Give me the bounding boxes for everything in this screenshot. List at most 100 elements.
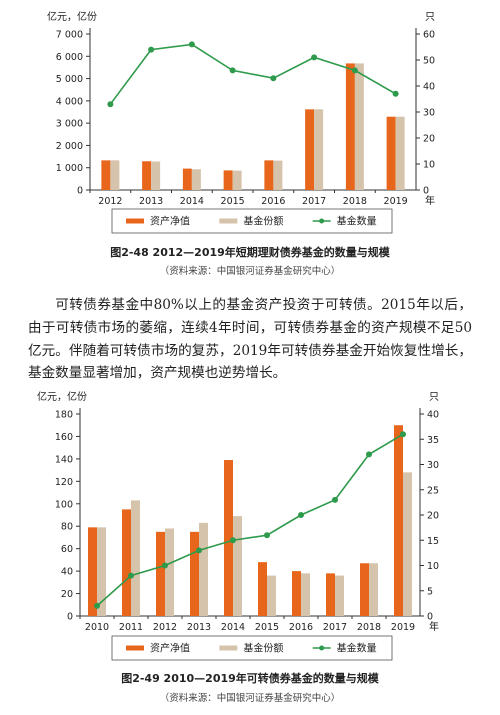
chart-1-x-tick-label: 2016 bbox=[261, 196, 285, 207]
chart-1-point-fund-count bbox=[229, 67, 236, 74]
chart-1-point-fund-count bbox=[107, 101, 114, 108]
chart-1-x-tick-label: 2019 bbox=[384, 196, 408, 207]
chart-2-left-tick-label: 140 bbox=[55, 454, 73, 465]
chart-1-right-tick-label: 0 bbox=[423, 186, 429, 197]
chart-2-point-fund-count bbox=[400, 431, 406, 438]
chart-2-legend-label: 基金数量 bbox=[337, 642, 377, 655]
chart-1-right-tick-label: 50 bbox=[423, 56, 435, 67]
chart-1-x-tick-label: 2014 bbox=[180, 196, 204, 207]
chart-1-left-tick-label: 2 000 bbox=[56, 141, 83, 152]
chart-2-bar-net-asset bbox=[258, 562, 267, 616]
chart-1-point-fund-count bbox=[311, 54, 318, 61]
chart-2-x-tick-label: 2011 bbox=[119, 622, 143, 633]
chart-2-line-fund-count bbox=[96, 433, 404, 607]
chart-2-point-fund-count bbox=[332, 496, 338, 503]
chart-1-x-tick-label: 2013 bbox=[139, 196, 163, 207]
chart-1-caption: 图2-48 2012—2019年短期理财债券基金的数量与规模 bbox=[110, 246, 390, 259]
chart-2-bar-fund-share bbox=[233, 516, 242, 616]
chart-2-legend-label: 基金份额 bbox=[243, 642, 283, 655]
chart-2-left-tick-label: 60 bbox=[61, 544, 73, 555]
chart-2: 亿元，亿份 只 0 20 40 60 80 100 120 140 160 180 0 5 10 15 20 25… bbox=[37, 390, 439, 661]
chart-2-legend-box bbox=[111, 635, 393, 661]
chart-2-left-tick-label: 80 bbox=[61, 522, 73, 533]
chart-2-x-tick-label: 2012 bbox=[153, 622, 177, 633]
chart-2-bar-net-asset bbox=[156, 531, 165, 616]
chart-2-left-tick-label: 160 bbox=[55, 432, 73, 443]
chart-1-right-unit-label: 只 bbox=[425, 12, 435, 23]
chart-2-legend-swatch-net-asset bbox=[126, 645, 144, 651]
chart-1-x-unit-label: 年 bbox=[425, 194, 435, 207]
chart-1-legend-label: 基金份额 bbox=[243, 215, 283, 228]
chart-2-x-tick-label: 2016 bbox=[289, 622, 313, 633]
chart-1-bar-fund-share bbox=[110, 160, 120, 190]
chart-2-bar-fund-share bbox=[165, 528, 174, 616]
chart-1-point-fund-count bbox=[188, 41, 195, 48]
chart-1-left-tick-label: 1 000 bbox=[56, 163, 83, 174]
chart-1-bar-net-asset bbox=[345, 63, 355, 190]
chart-2-x-tick-label: 2015 bbox=[255, 622, 279, 633]
chart-2-legend-swatch-fund-share bbox=[219, 645, 238, 651]
chart-2-right-tick-label: 25 bbox=[427, 485, 439, 496]
chart-1-left-tick-label: 5 000 bbox=[56, 74, 83, 85]
chart-1-bar-net-asset bbox=[305, 109, 315, 190]
chart-1-right-tick-label: 10 bbox=[423, 160, 435, 171]
chart-1-left-tick-label: 0 bbox=[77, 186, 83, 197]
chart-1-left-tick-label: 3 000 bbox=[56, 119, 83, 130]
chart-1-legend-box bbox=[111, 208, 393, 234]
chart-2-left-tick-label: 20 bbox=[61, 589, 73, 600]
chart-1-legend-label: 资产净值 bbox=[150, 215, 190, 228]
chart-2-right-tick-label: 20 bbox=[427, 511, 439, 522]
chart-2-x-unit-label: 年 bbox=[429, 620, 439, 633]
body-paragraph: 可转债券基金中80%以上的基金资产投资于可转债。2015年以后，由于可转债市场的… bbox=[28, 297, 472, 382]
chart-2-bar-fund-share bbox=[403, 472, 412, 616]
chart-1-bar-net-asset bbox=[223, 170, 233, 190]
chart-1-bar-fund-share bbox=[314, 109, 324, 190]
chart-1-right-tick-label: 20 bbox=[423, 134, 435, 145]
chart-2-x-tick-label: 2010 bbox=[85, 622, 109, 633]
chart-2-bar-net-asset bbox=[190, 531, 199, 616]
chart-1-bar-net-asset bbox=[386, 116, 396, 190]
chart-2-left-tick-label: 0 bbox=[67, 612, 73, 623]
chart-2-bar-fund-share bbox=[335, 575, 344, 616]
chart-1-container: 亿元，亿份 只 0 1 000 2 000 3 000 4 000 5 000 6 000 7 0… bbox=[0, 0, 500, 290]
chart-1-left-unit-label: 亿元，亿份 bbox=[47, 10, 97, 23]
chart-2-x-tick-label: 2017 bbox=[323, 622, 347, 633]
chart-1-x-tick-label: 2018 bbox=[343, 196, 367, 207]
chart-2-bar-fund-share bbox=[301, 573, 310, 616]
chart-1-source: （资料来源：中国银河证券基金研究中心） bbox=[159, 266, 341, 277]
chart-1-point-fund-count bbox=[148, 46, 155, 53]
chart-2-bar-net-asset bbox=[360, 563, 369, 616]
chart-2-point-fund-count bbox=[366, 451, 372, 458]
chart-2-x-tick-label: 2013 bbox=[187, 622, 211, 633]
chart-1-line-fund-count bbox=[109, 43, 397, 105]
chart-2-left-tick-label: 100 bbox=[55, 499, 73, 510]
chart-1-bar-net-asset bbox=[142, 161, 152, 190]
chart-2-bar-net-asset bbox=[326, 573, 335, 616]
chart-2-point-fund-count bbox=[264, 532, 270, 539]
chart-1-right-tick-label: 30 bbox=[423, 108, 435, 119]
chart-2-point-fund-count bbox=[230, 537, 236, 544]
chart-1-x-tick-label: 2015 bbox=[221, 196, 245, 207]
chart-2-x-tick-label: 2014 bbox=[221, 622, 245, 633]
chart-1-bar-fund-share bbox=[273, 160, 283, 190]
chart-1-bar-fund-share bbox=[395, 116, 405, 190]
chart-1-legend-marker-fund-count bbox=[319, 218, 325, 224]
chart-1-bar-net-asset bbox=[101, 160, 111, 190]
chart-1-left-tick-label: 6 000 bbox=[56, 52, 83, 63]
chart-2-point-fund-count bbox=[162, 562, 168, 569]
chart-2-left-unit-label: 亿元，亿份 bbox=[37, 390, 87, 403]
chart-2-bar-fund-share bbox=[199, 522, 208, 616]
chart-2-right-tick-label: 30 bbox=[427, 460, 439, 471]
chart-2-right-tick-label: 40 bbox=[427, 410, 439, 421]
chart-2-bar-net-asset bbox=[88, 527, 97, 616]
chart-1-bar-fund-share bbox=[151, 161, 161, 190]
chart-1-left-tick-label: 7 000 bbox=[56, 30, 83, 41]
chart-1-bar-fund-share bbox=[191, 169, 201, 190]
chart-2-bar-fund-share bbox=[97, 527, 106, 616]
chart-2-bar-net-asset bbox=[224, 460, 233, 616]
chart-1-bar-fund-share bbox=[232, 170, 242, 190]
chart-1-right-tick-label: 60 bbox=[423, 30, 435, 41]
chart-2-bar-fund-share bbox=[131, 500, 140, 616]
chart-1-x-tick-label: 2017 bbox=[302, 196, 326, 207]
chart-2-legend-label: 资产净值 bbox=[150, 642, 190, 655]
